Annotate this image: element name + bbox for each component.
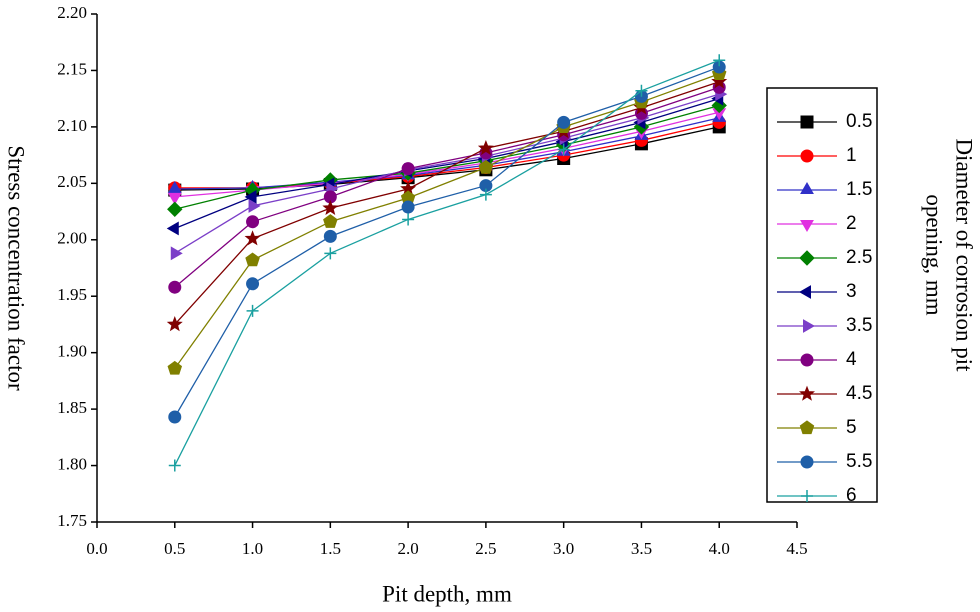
- x-tick-label: 2.5: [475, 539, 496, 558]
- marker: [167, 192, 182, 205]
- marker: [323, 214, 338, 228]
- marker: [401, 162, 415, 176]
- series-line: [174, 59, 720, 466]
- y-tick-label: 1.85: [57, 398, 87, 417]
- marker: [246, 215, 260, 229]
- marker: [557, 143, 570, 156]
- marker: [478, 159, 494, 174]
- series-line: [174, 86, 720, 288]
- marker: [800, 353, 814, 367]
- marker: [711, 73, 728, 89]
- marker: [799, 250, 815, 266]
- series-line: [174, 98, 720, 230]
- marker: [170, 246, 183, 261]
- marker: [800, 149, 814, 163]
- x-tick-label: 1.5: [320, 539, 341, 558]
- legend-title: opening, mm: [922, 194, 947, 315]
- y-tick-label: 2.00: [57, 229, 87, 248]
- marker: [167, 360, 183, 375]
- y-tick-label: 2.05: [57, 172, 87, 191]
- x-tick-label: 0.5: [164, 539, 185, 558]
- marker: [168, 459, 181, 472]
- marker: [166, 316, 183, 332]
- marker: [798, 285, 811, 299]
- y-tick-label: 2.10: [57, 116, 87, 135]
- y-tick-label: 1.95: [57, 285, 87, 304]
- marker: [800, 182, 814, 194]
- x-tick-label: 0.0: [86, 539, 107, 558]
- y-axis-title: Stress concentration factor: [4, 145, 29, 391]
- marker: [803, 319, 816, 333]
- marker: [246, 304, 259, 317]
- x-tick-label: 3.5: [631, 539, 652, 558]
- legend-label: 2.5: [846, 247, 872, 268]
- y-tick-label: 1.90: [57, 342, 87, 361]
- y-tick-label: 1.80: [57, 454, 87, 473]
- marker: [244, 189, 257, 204]
- legend-label: 2: [846, 213, 857, 234]
- marker: [167, 180, 182, 193]
- x-tick-label: 1.0: [242, 539, 263, 558]
- marker: [166, 221, 179, 236]
- marker: [248, 198, 261, 213]
- marker: [713, 54, 726, 67]
- marker: [800, 220, 814, 232]
- x-tick-label: 2.0: [397, 539, 418, 558]
- marker: [800, 115, 814, 129]
- x-tick-label: 3.0: [553, 539, 574, 558]
- series-line: [174, 73, 720, 369]
- legend-label: 1.5: [846, 179, 872, 200]
- legend-label: 4: [846, 349, 857, 370]
- legend-label: 5: [846, 417, 857, 438]
- marker: [167, 201, 183, 218]
- legend-label: 0.5: [846, 111, 872, 132]
- series-line: [174, 93, 720, 254]
- marker: [245, 252, 260, 267]
- marker: [401, 200, 415, 214]
- marker: [324, 247, 337, 260]
- marker: [322, 199, 339, 215]
- marker: [477, 139, 494, 156]
- marker: [244, 230, 261, 246]
- y-tick-label: 1.75: [57, 511, 87, 530]
- marker: [246, 277, 260, 291]
- legend-title: Diameter of corrosion pit: [952, 138, 977, 372]
- marker: [635, 84, 648, 97]
- legend-label: 3.5: [846, 315, 872, 336]
- legend-box: [766, 87, 878, 503]
- marker: [402, 213, 415, 226]
- x-tick-label: 4.5: [786, 539, 807, 558]
- x-axis-title: Pit depth, mm: [382, 581, 512, 606]
- series-line: [174, 104, 720, 210]
- y-tick-label: 2.15: [57, 59, 87, 78]
- legend-label: 5.5: [846, 451, 872, 472]
- marker: [479, 188, 492, 201]
- series-line: [174, 117, 720, 190]
- x-tick-label: 4.0: [709, 539, 730, 558]
- marker: [799, 420, 815, 435]
- series-line: [174, 81, 720, 325]
- marker: [323, 229, 337, 243]
- legend-label: 6: [846, 485, 857, 506]
- marker: [557, 115, 571, 129]
- legend-label: 3: [846, 281, 857, 302]
- legend-label: 4.5: [846, 383, 872, 404]
- marker: [799, 385, 815, 401]
- marker: [168, 280, 182, 294]
- marker: [801, 490, 813, 502]
- marker: [800, 455, 814, 469]
- y-tick-label: 2.20: [57, 3, 87, 22]
- legend-label: 1: [846, 145, 857, 166]
- marker: [168, 410, 182, 424]
